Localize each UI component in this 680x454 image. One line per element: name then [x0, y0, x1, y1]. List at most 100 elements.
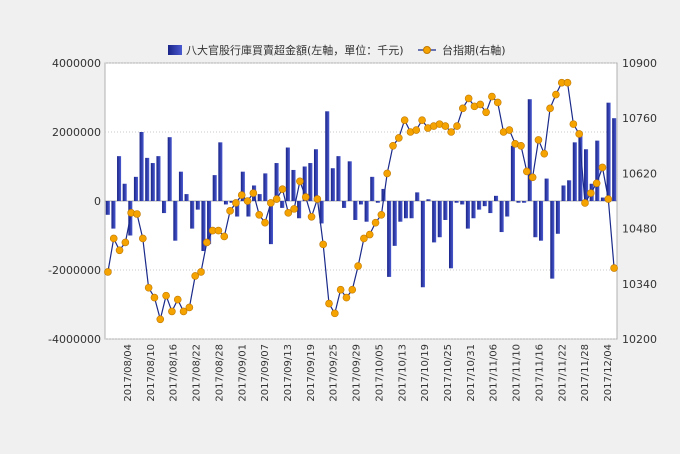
line-point — [592, 179, 601, 188]
line-point — [546, 104, 554, 113]
x-tick-label: 2017/11/28 — [580, 344, 591, 402]
line-point — [331, 309, 339, 318]
line-point — [214, 226, 223, 235]
right-tick-label: 10760 — [622, 112, 657, 125]
line-point — [296, 177, 304, 186]
bar — [285, 147, 290, 201]
bar — [167, 137, 172, 201]
bar — [426, 199, 431, 201]
bar — [364, 201, 369, 222]
bar — [471, 201, 476, 219]
bar — [448, 201, 454, 269]
line-point — [197, 268, 205, 276]
bar — [544, 178, 549, 201]
bar — [550, 201, 555, 279]
x-tick-label: 2017/08/22 — [192, 344, 203, 402]
line-point — [365, 230, 374, 239]
line-point — [278, 185, 287, 193]
bar — [432, 201, 437, 243]
bar — [297, 201, 302, 219]
bar — [443, 201, 448, 220]
line-point — [232, 199, 240, 207]
bar — [516, 201, 521, 203]
line-point — [598, 163, 607, 172]
line-point — [168, 307, 176, 316]
x-tick-label: 2017/11/22 — [557, 344, 568, 402]
line-point — [540, 149, 549, 158]
line-point — [459, 104, 467, 113]
bar — [111, 201, 116, 229]
bar — [336, 156, 341, 201]
bar — [145, 157, 150, 201]
bar — [212, 175, 217, 201]
line-point — [412, 126, 421, 134]
line-point — [534, 136, 543, 144]
line-point — [191, 272, 199, 280]
line-point — [249, 189, 258, 197]
x-tick-label: 2017/09/07 — [260, 344, 271, 402]
line-path — [107, 82, 615, 320]
line-point — [395, 134, 403, 142]
line-point — [581, 199, 589, 207]
left-tick-label: 0 — [94, 195, 101, 208]
x-tick-label: 2017/09/01 — [237, 344, 248, 402]
bar — [178, 171, 183, 201]
line-point — [139, 234, 147, 243]
x-tick-label: 2017/11/16 — [534, 344, 545, 402]
x-tick-label: 2017/11/10 — [512, 344, 523, 402]
bar — [561, 185, 566, 201]
bar — [420, 201, 425, 288]
bar — [184, 194, 189, 201]
bar — [415, 192, 420, 201]
legend-line-marker — [423, 46, 431, 54]
bar — [555, 201, 560, 234]
bar — [381, 188, 386, 201]
bar — [494, 195, 499, 201]
line-point — [109, 234, 118, 243]
right-tick-label: 10480 — [622, 223, 657, 236]
x-tick-label: 2017/08/16 — [169, 344, 180, 402]
bar — [190, 201, 195, 229]
line-point — [133, 210, 141, 218]
line-point — [441, 122, 450, 130]
bar — [280, 201, 285, 208]
bar — [465, 201, 470, 229]
line-point — [226, 207, 234, 215]
line-point — [604, 195, 613, 203]
line-point — [610, 264, 618, 272]
bar — [499, 201, 504, 233]
bar — [488, 201, 493, 214]
line-point — [464, 94, 473, 103]
bar — [482, 201, 487, 207]
bar — [505, 201, 510, 217]
left-tick-label: 4000000 — [52, 57, 101, 70]
bar — [201, 201, 206, 252]
line-point — [243, 197, 252, 205]
bar — [403, 201, 409, 219]
bar — [308, 163, 313, 201]
line-point — [354, 262, 362, 270]
line-point — [517, 142, 525, 150]
bar — [218, 142, 223, 201]
line-point — [121, 238, 130, 247]
line-point — [307, 212, 316, 221]
line-point — [162, 291, 170, 300]
x-tick-label: 2017/10/19 — [420, 344, 431, 402]
line-point — [313, 195, 322, 203]
right-tick-label: 10620 — [622, 167, 657, 180]
bar — [584, 149, 589, 201]
bar — [173, 201, 178, 241]
line-point — [255, 211, 263, 219]
bar — [358, 201, 364, 205]
bar — [105, 201, 110, 215]
line-point — [569, 120, 578, 128]
x-tick-label: 2017/11/06 — [489, 344, 500, 402]
bar — [133, 176, 138, 201]
bar — [257, 194, 262, 201]
bar — [387, 201, 392, 277]
bar — [612, 118, 617, 201]
bar — [370, 176, 375, 201]
line-point — [156, 315, 165, 324]
bar — [268, 201, 274, 245]
